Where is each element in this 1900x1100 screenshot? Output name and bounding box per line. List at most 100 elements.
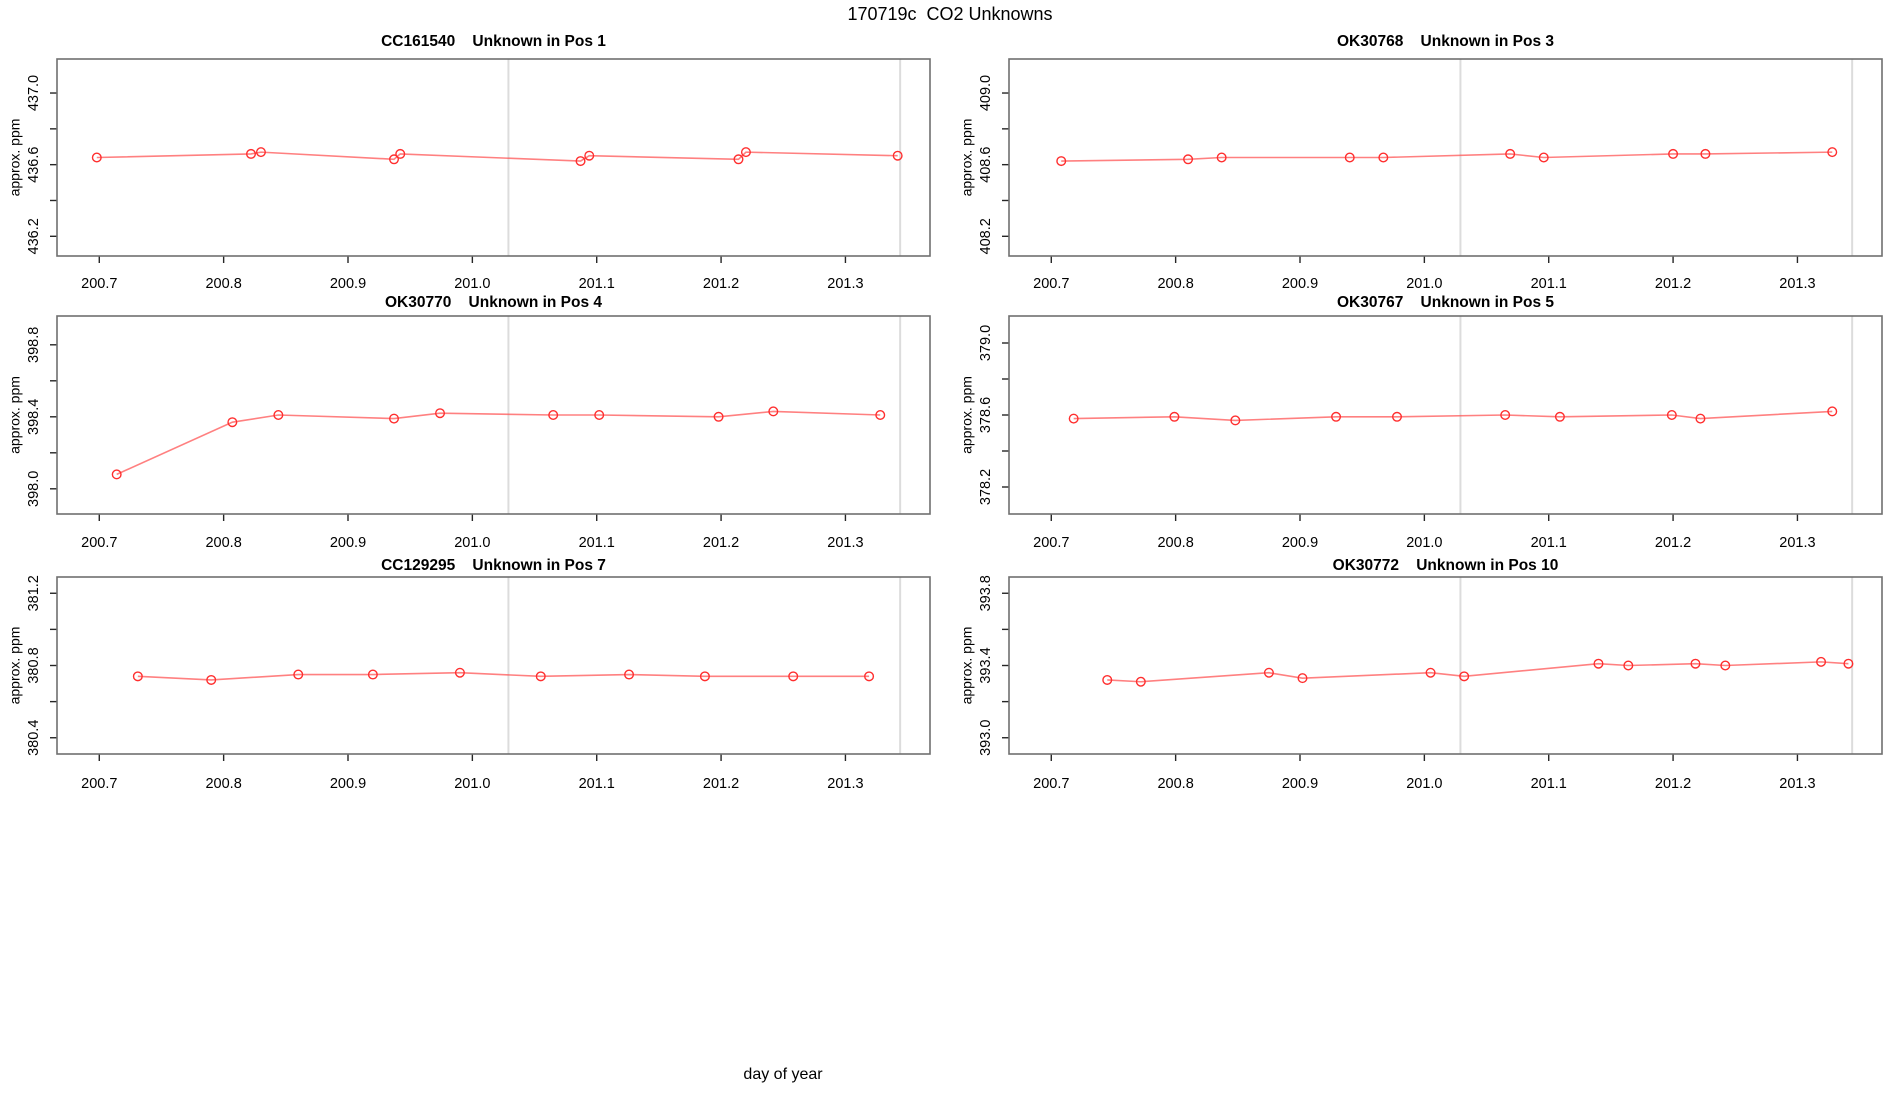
- data-point: [435, 408, 446, 419]
- x-tick-label: 201.1: [1531, 776, 1567, 792]
- data-point: [1505, 148, 1516, 159]
- data-point: [1056, 156, 1067, 167]
- x-tick-label: 200.7: [81, 276, 117, 292]
- data-point: [1538, 152, 1549, 163]
- data-line: [1061, 151, 1833, 162]
- data-point: [594, 410, 605, 421]
- data-point: [535, 671, 546, 682]
- data-point: [111, 469, 122, 480]
- plot-box: [1008, 576, 1883, 755]
- x-tick-label: 201.2: [703, 535, 739, 551]
- data-point: [206, 674, 217, 685]
- data-point: [1593, 658, 1604, 669]
- y-tick-label: 378.2: [978, 469, 994, 505]
- x-tick-label: 200.7: [1033, 776, 1069, 792]
- y-axis-label: approx. ppm: [959, 376, 975, 454]
- data-point: [395, 148, 406, 159]
- data-point: [584, 150, 595, 161]
- data-point: [699, 671, 710, 682]
- data-point: [1827, 147, 1838, 158]
- data-point: [1700, 148, 1711, 159]
- x-tick-label: 200.7: [81, 776, 117, 792]
- data-point: [768, 406, 779, 417]
- data-point: [575, 156, 586, 167]
- data-point: [389, 154, 400, 165]
- data-point: [1666, 410, 1677, 421]
- x-tick-label: 201.2: [1655, 276, 1691, 292]
- plot-box: [1008, 315, 1883, 515]
- data-point: [1344, 152, 1355, 163]
- y-tick-label: 378.6: [978, 397, 994, 433]
- y-tick-label: 436.6: [26, 147, 42, 183]
- x-tick-label: 201.3: [827, 535, 863, 551]
- x-tick-label: 200.9: [1282, 276, 1318, 292]
- x-tick-label: 201.1: [579, 535, 615, 551]
- x-tick-label: 200.8: [1157, 276, 1193, 292]
- y-tick-label: 379.0: [978, 325, 994, 361]
- panel-title: CC161540 Unknown in Pos 1: [381, 33, 606, 50]
- data-point: [1297, 673, 1308, 684]
- x-tick-label: 201.0: [1406, 276, 1442, 292]
- data-line: [1073, 410, 1833, 422]
- panel-6: 200.7 200.8 200.9 201.0 201.1 201.2 201.3 393.0…: [959, 557, 1883, 792]
- y-tick-label: 437.0: [26, 75, 42, 111]
- x-tick-label: 200.7: [81, 535, 117, 551]
- panel-2: 200.7 200.8 200.9 201.0 201.1 201.2 201.3 408.2…: [959, 33, 1883, 292]
- data-point: [1331, 411, 1342, 422]
- x-tick-label: 200.7: [1033, 276, 1069, 292]
- x-tick-label: 200.8: [205, 276, 241, 292]
- panel-1: 200.7 200.8 200.9 201.0 201.1 201.2 201.3 436.2…: [7, 33, 931, 292]
- y-tick-label: 393.0: [978, 720, 994, 756]
- panel-title: OK30770 Unknown in Pos 4: [385, 294, 602, 311]
- x-tick-label: 200.9: [330, 776, 366, 792]
- x-tick-label: 200.8: [1157, 776, 1193, 792]
- y-tick-label: 380.4: [26, 720, 42, 756]
- x-tick-label: 201.0: [454, 776, 490, 792]
- y-tick-label: 381.2: [26, 575, 42, 611]
- panel-4: 200.7 200.8 200.9 201.0 201.1 201.2 201.3 378.2…: [959, 294, 1883, 551]
- y-tick-label: 408.2: [978, 218, 994, 254]
- data-point: [255, 147, 266, 158]
- data-point: [624, 669, 635, 680]
- panel-title: CC129295 Unknown in Pos 7: [381, 557, 606, 574]
- panel-title: OK30767 Unknown in Pos 5: [1337, 294, 1554, 311]
- data-point: [132, 671, 143, 682]
- data-line: [137, 671, 870, 681]
- x-tick-label: 201.1: [1531, 535, 1567, 551]
- data-point: [1169, 411, 1180, 422]
- data-point: [788, 671, 799, 682]
- x-tick-label: 201.2: [703, 776, 739, 792]
- x-tick-label: 201.0: [1406, 776, 1442, 792]
- data-point: [1135, 676, 1146, 687]
- data-point: [1816, 656, 1827, 667]
- data-point: [1263, 667, 1274, 678]
- y-tick-label: 393.8: [978, 575, 994, 611]
- data-line: [116, 410, 881, 476]
- x-tick-label: 201.0: [454, 535, 490, 551]
- data-point: [454, 667, 465, 678]
- panel-5: 200.7 200.8 200.9 201.0 201.1 201.2 201.3 380.4…: [7, 557, 931, 792]
- y-axis-label: approx. ppm: [959, 119, 975, 197]
- y-tick-label: 380.8: [26, 647, 42, 683]
- data-point: [1695, 413, 1706, 424]
- plot-box: [1008, 58, 1883, 257]
- x-tick-label: 201.0: [454, 276, 490, 292]
- data-line: [96, 151, 898, 162]
- y-tick-label: 409.0: [978, 75, 994, 111]
- y-axis-label: approx. ppm: [7, 376, 23, 454]
- y-axis-label: approx. ppm: [7, 119, 23, 197]
- x-tick-label: 201.3: [1779, 535, 1815, 551]
- y-tick-label: 393.4: [978, 647, 994, 683]
- panel-title: OK30772 Unknown in Pos 10: [1333, 557, 1559, 574]
- y-tick-label: 408.6: [978, 147, 994, 183]
- x-tick-label: 200.9: [330, 535, 366, 551]
- x-tick-label: 200.9: [1282, 776, 1318, 792]
- panel-3: 200.7 200.8 200.9 201.0 201.1 201.2 201.3 398.0…: [7, 294, 931, 551]
- data-point: [367, 669, 378, 680]
- data-point: [864, 671, 875, 682]
- data-point: [1183, 154, 1194, 165]
- x-tick-label: 201.3: [1779, 276, 1815, 292]
- x-tick-label: 200.8: [1157, 535, 1193, 551]
